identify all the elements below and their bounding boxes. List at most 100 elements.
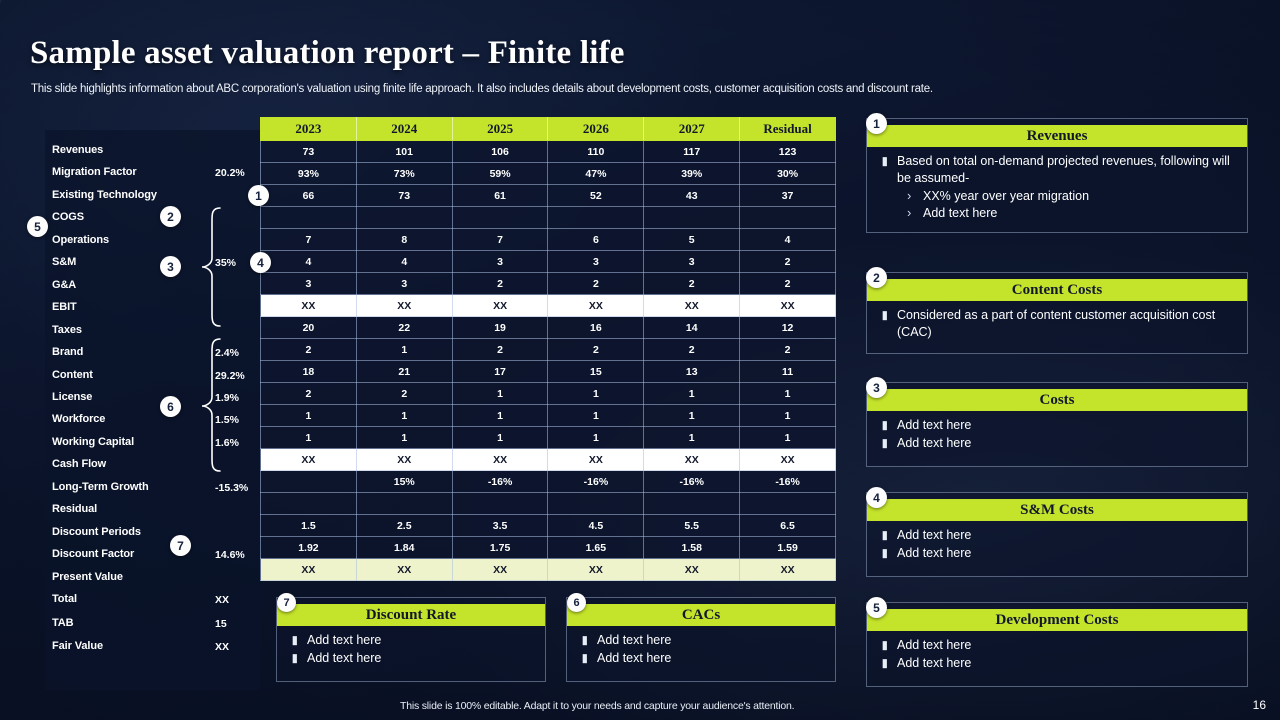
- table-cell: 6.5: [739, 514, 836, 537]
- marker-7[interactable]: 7: [170, 535, 191, 556]
- row-label-operations: Operations: [52, 233, 110, 246]
- callout-badge-3[interactable]: 3: [866, 377, 887, 398]
- table-cell: 66: [260, 184, 357, 207]
- table-cell: 37: [739, 184, 836, 207]
- table-header-row: 2023 2024 2025 2026 2027 Residual: [260, 117, 836, 141]
- table-cell: 106: [451, 140, 549, 163]
- table-cell: 18: [260, 360, 357, 383]
- row-pct-license: 1.9%: [215, 391, 239, 404]
- table-cell: 4: [355, 250, 453, 273]
- table-cell: 1.59: [739, 536, 836, 559]
- table-cell: 3: [260, 272, 357, 295]
- table-cell: 73: [355, 184, 453, 207]
- table-cell: [260, 470, 357, 493]
- callout-title-5: Development Costs: [867, 609, 1247, 631]
- callout-bullet: Add text here: [875, 637, 1241, 654]
- table-row: 66 73 61 52 43 37: [260, 184, 836, 207]
- callout-card-development-costs[interactable]: Development Costs Add text here Add text…: [866, 602, 1248, 687]
- marker-3[interactable]: 3: [160, 256, 181, 277]
- table-cell: [355, 492, 453, 515]
- marker-4[interactable]: 4: [250, 252, 271, 273]
- table-cell: 15%: [355, 470, 453, 493]
- table-cell: 3: [643, 250, 741, 273]
- table-cell: 20: [260, 316, 357, 339]
- callout-badge-4[interactable]: 4: [866, 487, 887, 508]
- table-cell: XX: [260, 294, 357, 317]
- table-row: 20 22 19 16 14 12: [260, 316, 836, 339]
- summary-label-tab: TAB: [52, 616, 74, 629]
- table-cell: 7: [260, 228, 357, 251]
- table-cell: 47%: [547, 162, 645, 185]
- marker-2[interactable]: 2: [160, 206, 181, 227]
- callout-body-5: Add text here Add text here: [867, 631, 1247, 679]
- table-cell: [739, 492, 836, 515]
- marker-1[interactable]: 1: [248, 185, 269, 206]
- table-cell: 1: [355, 338, 453, 361]
- table-cell: 4.5: [547, 514, 645, 537]
- row-label-cogs: COGS: [52, 211, 84, 224]
- table-cell: 1: [451, 382, 549, 405]
- table-cell: [260, 492, 357, 515]
- table-cell: 4: [739, 228, 836, 251]
- callout-badge-6[interactable]: 6: [567, 593, 586, 612]
- table-row: XX XX XX XX XX XX: [260, 448, 836, 471]
- callout-card-sm-costs[interactable]: S&M Costs Add text here Add text here: [866, 492, 1248, 577]
- table-cell: [547, 492, 645, 515]
- table-cell: 2: [739, 272, 836, 295]
- table-cell: -16%: [643, 470, 741, 493]
- table-cell: 4: [260, 250, 357, 273]
- table-cell: XX: [355, 294, 453, 317]
- valuation-table: 2023 2024 2025 2026 2027 Residual 73 101 106 110…: [260, 117, 836, 581]
- table-row: 93% 73% 59% 47% 39% 30%: [260, 162, 836, 185]
- table-cell: XX: [643, 294, 741, 317]
- page-title: Sample asset valuation report – Finite l…: [30, 35, 625, 71]
- table-col-header-2024: 2024: [355, 117, 453, 141]
- callout-card-revenues[interactable]: Revenues Based on total on-demand projec…: [866, 118, 1248, 233]
- callout-badge-2[interactable]: 2: [866, 267, 887, 288]
- footer-note: This slide is 100% editable. Adapt it to…: [400, 700, 795, 712]
- table-cell: 52: [547, 184, 645, 207]
- table-cell: 1.75: [451, 536, 549, 559]
- callout-bullet: Add text here: [285, 650, 539, 667]
- table-cell: 2: [355, 382, 453, 405]
- table-cell: 13: [643, 360, 741, 383]
- row-label-s-m: S&M: [52, 256, 77, 269]
- callout-bullet: Add text here: [875, 435, 1241, 452]
- row-pct-working-capital: 1.6%: [215, 436, 239, 449]
- table-cell: 1: [739, 382, 836, 405]
- table-cell: 30%: [739, 162, 836, 185]
- callout-card-content-costs[interactable]: Content Costs Considered as a part of co…: [866, 272, 1248, 354]
- table-cell: 117: [643, 140, 741, 163]
- callout-title-4: S&M Costs: [867, 499, 1247, 521]
- callout-card-costs[interactable]: Costs Add text here Add text here: [866, 382, 1248, 467]
- callout-badge-1[interactable]: 1: [866, 113, 887, 134]
- callout-badge-7[interactable]: 7: [277, 593, 296, 612]
- marker-5[interactable]: 5: [27, 216, 48, 237]
- callout-card-cacs[interactable]: CACs Add text here Add text here: [566, 597, 836, 682]
- callout-bullet: Add text here: [575, 632, 829, 649]
- marker-6[interactable]: 6: [160, 396, 181, 417]
- row-pct-workforce: 1.5%: [215, 414, 239, 427]
- table-cell: 2: [739, 250, 836, 273]
- callout-card-discount-rate[interactable]: Discount Rate Add text here Add text her…: [276, 597, 546, 682]
- table-cell: 1: [547, 382, 645, 405]
- table-cell: 2: [451, 272, 549, 295]
- callout-subbullet: XX% year over year migration: [875, 187, 1241, 205]
- row-label-cash-flow: Cash Flow: [52, 458, 107, 471]
- table-cell: 1: [739, 404, 836, 427]
- table-cell: 39%: [643, 162, 741, 185]
- table-col-header-2023: 2023: [260, 117, 357, 141]
- table-cell: XX: [739, 558, 836, 581]
- table-cell: 2: [260, 338, 357, 361]
- table-cell: 1.92: [260, 536, 357, 559]
- row-label-brand: Brand: [52, 346, 84, 359]
- table-cell: XX: [547, 448, 645, 471]
- callout-badge-5[interactable]: 5: [866, 597, 887, 618]
- table-cell: 1: [739, 426, 836, 449]
- slide-subtitle: This slide highlights information about …: [31, 83, 933, 95]
